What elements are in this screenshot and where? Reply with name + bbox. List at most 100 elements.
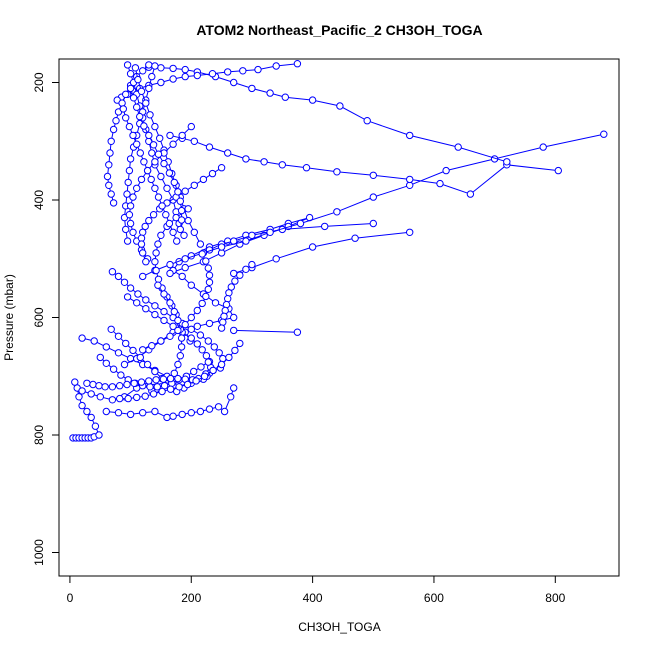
data-point — [225, 289, 233, 297]
data-point — [148, 72, 156, 81]
data-point — [123, 61, 132, 69]
data-point — [163, 184, 171, 193]
data-point — [242, 155, 250, 163]
data-point — [151, 407, 159, 416]
data-point — [254, 65, 262, 74]
data-point — [152, 376, 160, 384]
data-point — [139, 249, 147, 257]
data-point — [103, 172, 112, 181]
data-point — [133, 184, 141, 193]
data-point — [136, 353, 145, 362]
data-point — [278, 161, 286, 169]
data-point — [87, 390, 95, 398]
data-point — [221, 306, 229, 315]
data-point — [193, 322, 202, 330]
series-line-8 — [142, 133, 604, 277]
data-series-8 — [139, 130, 608, 281]
data-point — [196, 331, 205, 339]
data-point — [308, 96, 317, 104]
x-tick-label: 0 — [67, 591, 74, 605]
chart-title: ATOM2 Northeast_Pacific_2 CH3OH_TOGA — [196, 22, 482, 38]
data-point — [180, 231, 188, 240]
data-point — [163, 413, 171, 422]
data-point — [159, 375, 168, 383]
data-point — [142, 258, 150, 266]
data-series-9 — [166, 131, 562, 198]
series-line-14 — [123, 65, 156, 242]
data-point — [145, 216, 153, 225]
data-point — [152, 249, 160, 257]
data-point — [148, 149, 156, 157]
data-point — [120, 360, 129, 369]
data-point — [126, 410, 135, 419]
data-point — [176, 197, 185, 205]
data-point — [208, 70, 217, 78]
data-point — [157, 231, 165, 240]
data-point — [205, 319, 214, 328]
data-point — [124, 178, 132, 187]
data-point — [442, 166, 450, 175]
series-line-28 — [130, 88, 183, 230]
data-point — [166, 299, 174, 307]
data-point — [122, 114, 130, 122]
data-point — [190, 137, 199, 146]
data-point — [406, 228, 414, 237]
data-point — [151, 158, 159, 166]
data-point — [239, 67, 247, 75]
data-point — [554, 166, 562, 175]
data-point — [210, 343, 219, 351]
data-point — [118, 99, 126, 107]
data-point — [107, 325, 115, 333]
data-point — [187, 334, 196, 342]
data-point — [169, 75, 177, 83]
x-tick-label: 600 — [424, 591, 444, 605]
data-point — [137, 378, 146, 386]
data-point — [126, 284, 135, 292]
data-series-2 — [102, 384, 238, 422]
data-point — [137, 87, 146, 96]
data-point — [181, 320, 189, 329]
data-point — [114, 349, 123, 357]
data-point — [170, 178, 179, 187]
data-point — [160, 159, 168, 168]
data-series-17 — [137, 164, 226, 266]
data-point — [175, 383, 183, 391]
data-point — [230, 384, 238, 392]
data-point — [174, 374, 182, 383]
series-line-9 — [169, 134, 559, 195]
data-point — [143, 360, 152, 369]
data-point — [108, 268, 117, 276]
data-point — [75, 393, 83, 401]
data-point — [126, 70, 135, 78]
data-point — [198, 250, 206, 258]
data-point — [181, 187, 189, 195]
data-point — [151, 367, 159, 376]
data-point — [158, 202, 166, 210]
data-point — [154, 150, 163, 158]
data-point — [95, 431, 103, 439]
data-point — [209, 366, 217, 375]
data-series-28 — [126, 84, 186, 234]
data-point — [196, 240, 205, 248]
data-point — [157, 78, 165, 87]
data-point — [126, 219, 135, 228]
data-point — [224, 68, 232, 76]
data-point — [142, 305, 150, 313]
data-series-3 — [230, 326, 302, 336]
data-point — [170, 307, 179, 316]
data-point — [333, 208, 341, 216]
data-point — [197, 363, 205, 371]
data-point — [187, 122, 196, 131]
data-point — [120, 278, 129, 286]
data-point — [125, 166, 134, 175]
data-series-11 — [113, 60, 302, 104]
data-point — [156, 134, 164, 143]
data-point — [149, 141, 158, 149]
data-point — [145, 61, 153, 69]
data-point — [149, 211, 158, 219]
data-point — [205, 278, 214, 286]
data-point — [308, 243, 317, 251]
data-point — [224, 149, 232, 157]
data-point — [102, 343, 111, 351]
data-point — [139, 67, 147, 75]
